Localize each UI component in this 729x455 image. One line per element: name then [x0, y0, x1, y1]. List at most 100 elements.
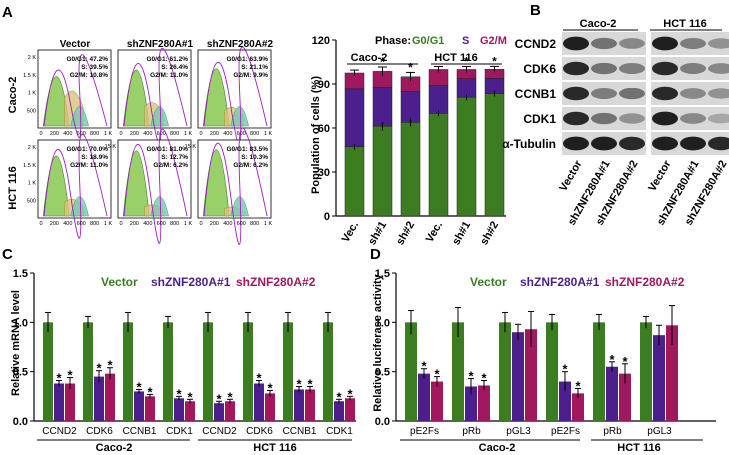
d-bar-shznf280a2 [478, 385, 490, 421]
d-group-label-caco2: Caco-2 [479, 442, 516, 454]
c-significance-star: * [147, 384, 153, 399]
c-x-tick-label: CDK6 [246, 426, 273, 437]
flow-x-tick: 800 [250, 221, 259, 227]
c-bar-vector [243, 322, 253, 421]
flow-x-tick: 1 K [184, 131, 193, 137]
a-group-label-caco2: Caco-2 [351, 52, 388, 64]
c-significance-star: * [67, 368, 73, 383]
fit-curve [203, 127, 268, 245]
fit-curve [123, 128, 188, 244]
flow-g0g1-text: G0/G1: 61.2% [146, 56, 188, 63]
c-significance-star: * [267, 380, 273, 395]
c-significance-star: * [336, 389, 342, 404]
a-bar-g0g1 [372, 125, 393, 217]
blot-band [619, 136, 645, 151]
blot-band [563, 136, 589, 151]
d-y-tick-label: 0.0 [375, 416, 390, 428]
flow-col-header: shZNF280A#2 [207, 39, 274, 50]
flow-x-tick: 1 K [184, 221, 193, 227]
d-bar-shznf280a2 [619, 373, 631, 421]
d-significance-star: * [481, 371, 487, 386]
d-bar-vector [499, 322, 511, 421]
flow-s-text: S: 26.4% [161, 64, 188, 71]
c-y-tick-label: 0.0 [13, 416, 28, 428]
c-significance-star: * [227, 389, 233, 404]
c-bar-shznf280a1 [134, 391, 144, 421]
blot-band [680, 113, 706, 124]
blot-band [652, 36, 678, 51]
panel-label-d: D [370, 246, 381, 263]
flow-x-tick: 200 [50, 131, 59, 137]
blot-band [652, 61, 678, 76]
c-x-tick-label: CCND2 [42, 426, 77, 437]
d-bar-vector [546, 322, 558, 421]
c-bar-shznf280a1 [214, 403, 224, 421]
d-bar-shznf280a1 [606, 366, 618, 421]
flow-g2m-text: G2/M: 6.2% [153, 162, 188, 169]
d-significance-star: * [421, 359, 427, 374]
blot-lane-label: Vector [557, 158, 585, 194]
flow-y-tick: 1.5 K [23, 73, 36, 79]
blot-band [708, 113, 729, 124]
flow-s-text: S: 18.9% [81, 154, 108, 161]
c-significance-star: * [96, 361, 102, 376]
blot-band [708, 38, 729, 49]
blot-protein-label: CDK6 [523, 62, 556, 76]
flow-x-tick: 0 [119, 221, 122, 227]
flow-y-tick: 500 [27, 108, 36, 114]
blot-protein-label: CCND2 [515, 37, 557, 51]
c-significance-star: * [136, 379, 142, 394]
c-bar-vector [323, 322, 333, 421]
blot-band [708, 136, 729, 151]
blot-protein-label: α-Tubulin [502, 137, 556, 151]
d-bar-shznf280a1 [418, 373, 430, 421]
a-significance-star: * [464, 55, 469, 69]
d-bar-shznf280a1 [559, 381, 571, 421]
d-bar-vector [640, 322, 652, 421]
c-x-tick-label: CCNB1 [283, 426, 317, 437]
blot-band [591, 62, 617, 75]
blot-band [680, 88, 706, 99]
d-x-tick-label: pRb [462, 426, 481, 437]
c-bar-shznf280a2 [225, 401, 235, 421]
flow-x-tick: 1 K [104, 131, 113, 137]
panel-label-c: C [2, 246, 13, 263]
c-x-tick-label: CDK1 [326, 426, 353, 437]
blot-band [563, 36, 589, 51]
d-bar-shznf280a1 [653, 335, 665, 421]
luciferase-activity-chart: Relative luciferase activity Caco-2 HCT … [372, 268, 716, 454]
c-y-tick-label: 1.5 [13, 268, 28, 280]
flow-x-tick: 800 [90, 221, 99, 227]
blot-band [591, 88, 617, 99]
c-bar-vector [203, 322, 213, 421]
flow-x-tick: 400 [63, 221, 72, 227]
d-bar-vector [405, 322, 417, 421]
d-significance-star: * [434, 367, 440, 382]
c-legend-2: shZNF280A#2 [236, 275, 316, 289]
a-bar-s [372, 87, 393, 127]
d-legend-2: shZNF280A#2 [605, 275, 685, 289]
cell-cycle-stacked-chart: Phase: G0/G1 S G2/M Population of cells … [310, 35, 507, 247]
a-y-tick-label: 90 [318, 79, 330, 91]
d-x-tick-label: pRb [603, 426, 622, 437]
flow-x-tick: 0 [39, 221, 42, 227]
c-significance-star: * [347, 386, 353, 401]
a-y-tick-label: 120 [312, 35, 330, 47]
blot-band [563, 61, 589, 76]
blot-band [680, 63, 706, 74]
flow-s-text: S: 21.1% [241, 64, 268, 71]
c-bar-shznf280a1 [174, 398, 184, 421]
flow-x-tick: 600 [77, 131, 86, 137]
a-bar-g0g1 [428, 113, 449, 217]
flow-x-tick: 800 [90, 131, 99, 137]
d-y-axis-label: Relative luciferase activity [372, 273, 384, 411]
flow-g2m-text: G2/M: 6.2% [233, 162, 268, 169]
c-bar-vector [83, 322, 93, 421]
flow-g2m-text: G2/M: 9.9% [233, 72, 268, 79]
blot-band [619, 113, 645, 124]
flow-col-header: Vector [60, 39, 91, 50]
a-x-tick-label: Vec. [424, 220, 445, 245]
flow-x-tick: 600 [157, 131, 166, 137]
a-x-tick-label: sh#2 [394, 220, 417, 248]
flow-cell: G0/G1: 70.0%S: 18.9%G2/M: 11.0% 0 200 400 60… [23, 133, 112, 239]
